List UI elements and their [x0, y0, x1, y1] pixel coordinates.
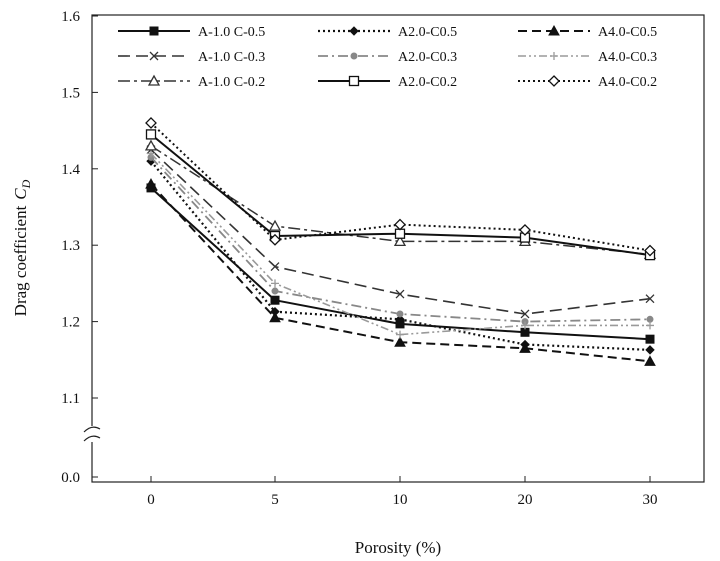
data-point: [394, 336, 406, 347]
data-point: [644, 355, 656, 366]
series-7: [144, 139, 657, 260]
data-point: [521, 321, 529, 330]
y-tick-label: 1.5: [61, 85, 80, 101]
x-tick-label: 0: [147, 492, 155, 508]
data-point: [520, 327, 530, 337]
x-axis-ticks: 0 5 10 20 30: [147, 476, 658, 508]
data-point: [144, 139, 158, 151]
data-point: [147, 149, 155, 158]
data-point: [393, 235, 407, 247]
axis-break-line-lower: [83, 435, 101, 442]
legend-item: A2.0-C0.5: [318, 25, 457, 40]
data-point: [270, 295, 280, 305]
legend-item: A-1.0 C-0.3: [118, 50, 265, 65]
y-tick-label: 1.6: [61, 9, 80, 25]
data-point: [271, 279, 279, 288]
y-axis-label: Drag coefficient CD: [11, 179, 33, 316]
series-layer: [144, 117, 657, 366]
series-line: [150, 145, 651, 256]
legend-swatch-marker: [548, 75, 560, 87]
legend-label: A2.0-C0.2: [398, 75, 457, 90]
data-point: [145, 117, 157, 129]
legend-swatch-marker: [548, 24, 560, 36]
data-point: [396, 330, 404, 339]
legend-label: A-1.0 C-0.3: [198, 50, 265, 65]
series-3: [145, 178, 656, 366]
legend-item: A-1.0 C-0.2: [118, 74, 265, 90]
data-point: [520, 309, 530, 319]
legend-label: A4.0-C0.5: [598, 25, 657, 40]
legend-item: A-1.0 C-0.5: [118, 25, 265, 40]
data-point: [395, 289, 405, 299]
data-point: [519, 224, 531, 236]
data-point: [396, 310, 404, 318]
y-tick-label: 1.4: [61, 162, 80, 178]
x-tick-label: 20: [518, 492, 533, 508]
x-tick-label: 5: [271, 492, 279, 508]
legend-item: A4.0-C0.2: [518, 75, 657, 90]
legend-swatch-marker: [550, 52, 558, 60]
legend-label: A4.0-C0.3: [598, 50, 657, 65]
legend-swatch-marker: [147, 74, 161, 86]
legend-item: A4.0-C0.5: [518, 24, 657, 40]
data-point: [271, 287, 279, 295]
y-tick-label: 1.1: [61, 391, 80, 407]
data-point: [394, 218, 406, 231]
data-point: [268, 219, 282, 231]
data-point: [644, 244, 656, 257]
legend-label: A-1.0 C-0.5: [198, 25, 265, 40]
legend-item: A2.0-C0.2: [318, 75, 457, 90]
x-tick-label: 30: [643, 492, 658, 508]
legend-label: A4.0-C0.2: [598, 75, 657, 90]
legend-item: A2.0-C0.3: [318, 50, 457, 65]
y-tick-label: 0.0: [61, 470, 80, 486]
data-point: [519, 342, 531, 353]
y-axis-break-mark: [83, 426, 101, 442]
y-axis-label-text: Drag coefficient: [11, 205, 30, 316]
data-point: [395, 314, 405, 325]
data-point: [646, 315, 654, 323]
legend-background: [106, 20, 698, 98]
legend-label: A-1.0 C-0.2: [198, 75, 265, 90]
axis-break-gap: [87, 426, 97, 442]
data-point: [269, 311, 281, 323]
data-point: [269, 233, 281, 246]
data-point: [394, 228, 406, 239]
legend-label: A2.0-C0.3: [398, 50, 457, 65]
data-point: [645, 345, 655, 355]
legend-swatch-marker: [349, 26, 359, 36]
data-point: [145, 178, 157, 189]
y-axis-symbol-subscript: D: [19, 179, 33, 189]
y-axis-ticks: 0.0 1.1 1.2 1.3 1.4 1.5 1.6: [61, 9, 98, 486]
data-point: [270, 262, 280, 272]
legend-item: A4.0-C0.3: [518, 50, 657, 65]
y-tick-label: 1.3: [61, 238, 80, 254]
legend-swatch-marker: [149, 51, 159, 61]
legend: A-1.0 C-0.5 A2.0-C0.5 A4.0-C0.5 A-1.0 C-0.3…: [106, 20, 698, 98]
legend-swatch-marker: [348, 75, 360, 87]
x-axis-label: Porosity (%): [355, 538, 441, 557]
data-point: [646, 321, 654, 330]
data-point: [645, 334, 655, 344]
series-6: [147, 149, 654, 339]
data-point: [145, 129, 157, 140]
plot-frame: [91, 14, 705, 483]
axis-break-line-upper: [83, 426, 101, 433]
x-tick-label: 10: [393, 492, 408, 508]
series-9: [145, 117, 656, 257]
legend-swatch-marker: [350, 52, 358, 60]
legend-swatch-marker: [149, 26, 159, 36]
y-axis-symbol: C: [11, 188, 30, 200]
legend-label: A2.0-C0.5: [398, 25, 457, 40]
y-tick-label: 1.2: [61, 315, 80, 331]
data-point: [645, 294, 655, 304]
